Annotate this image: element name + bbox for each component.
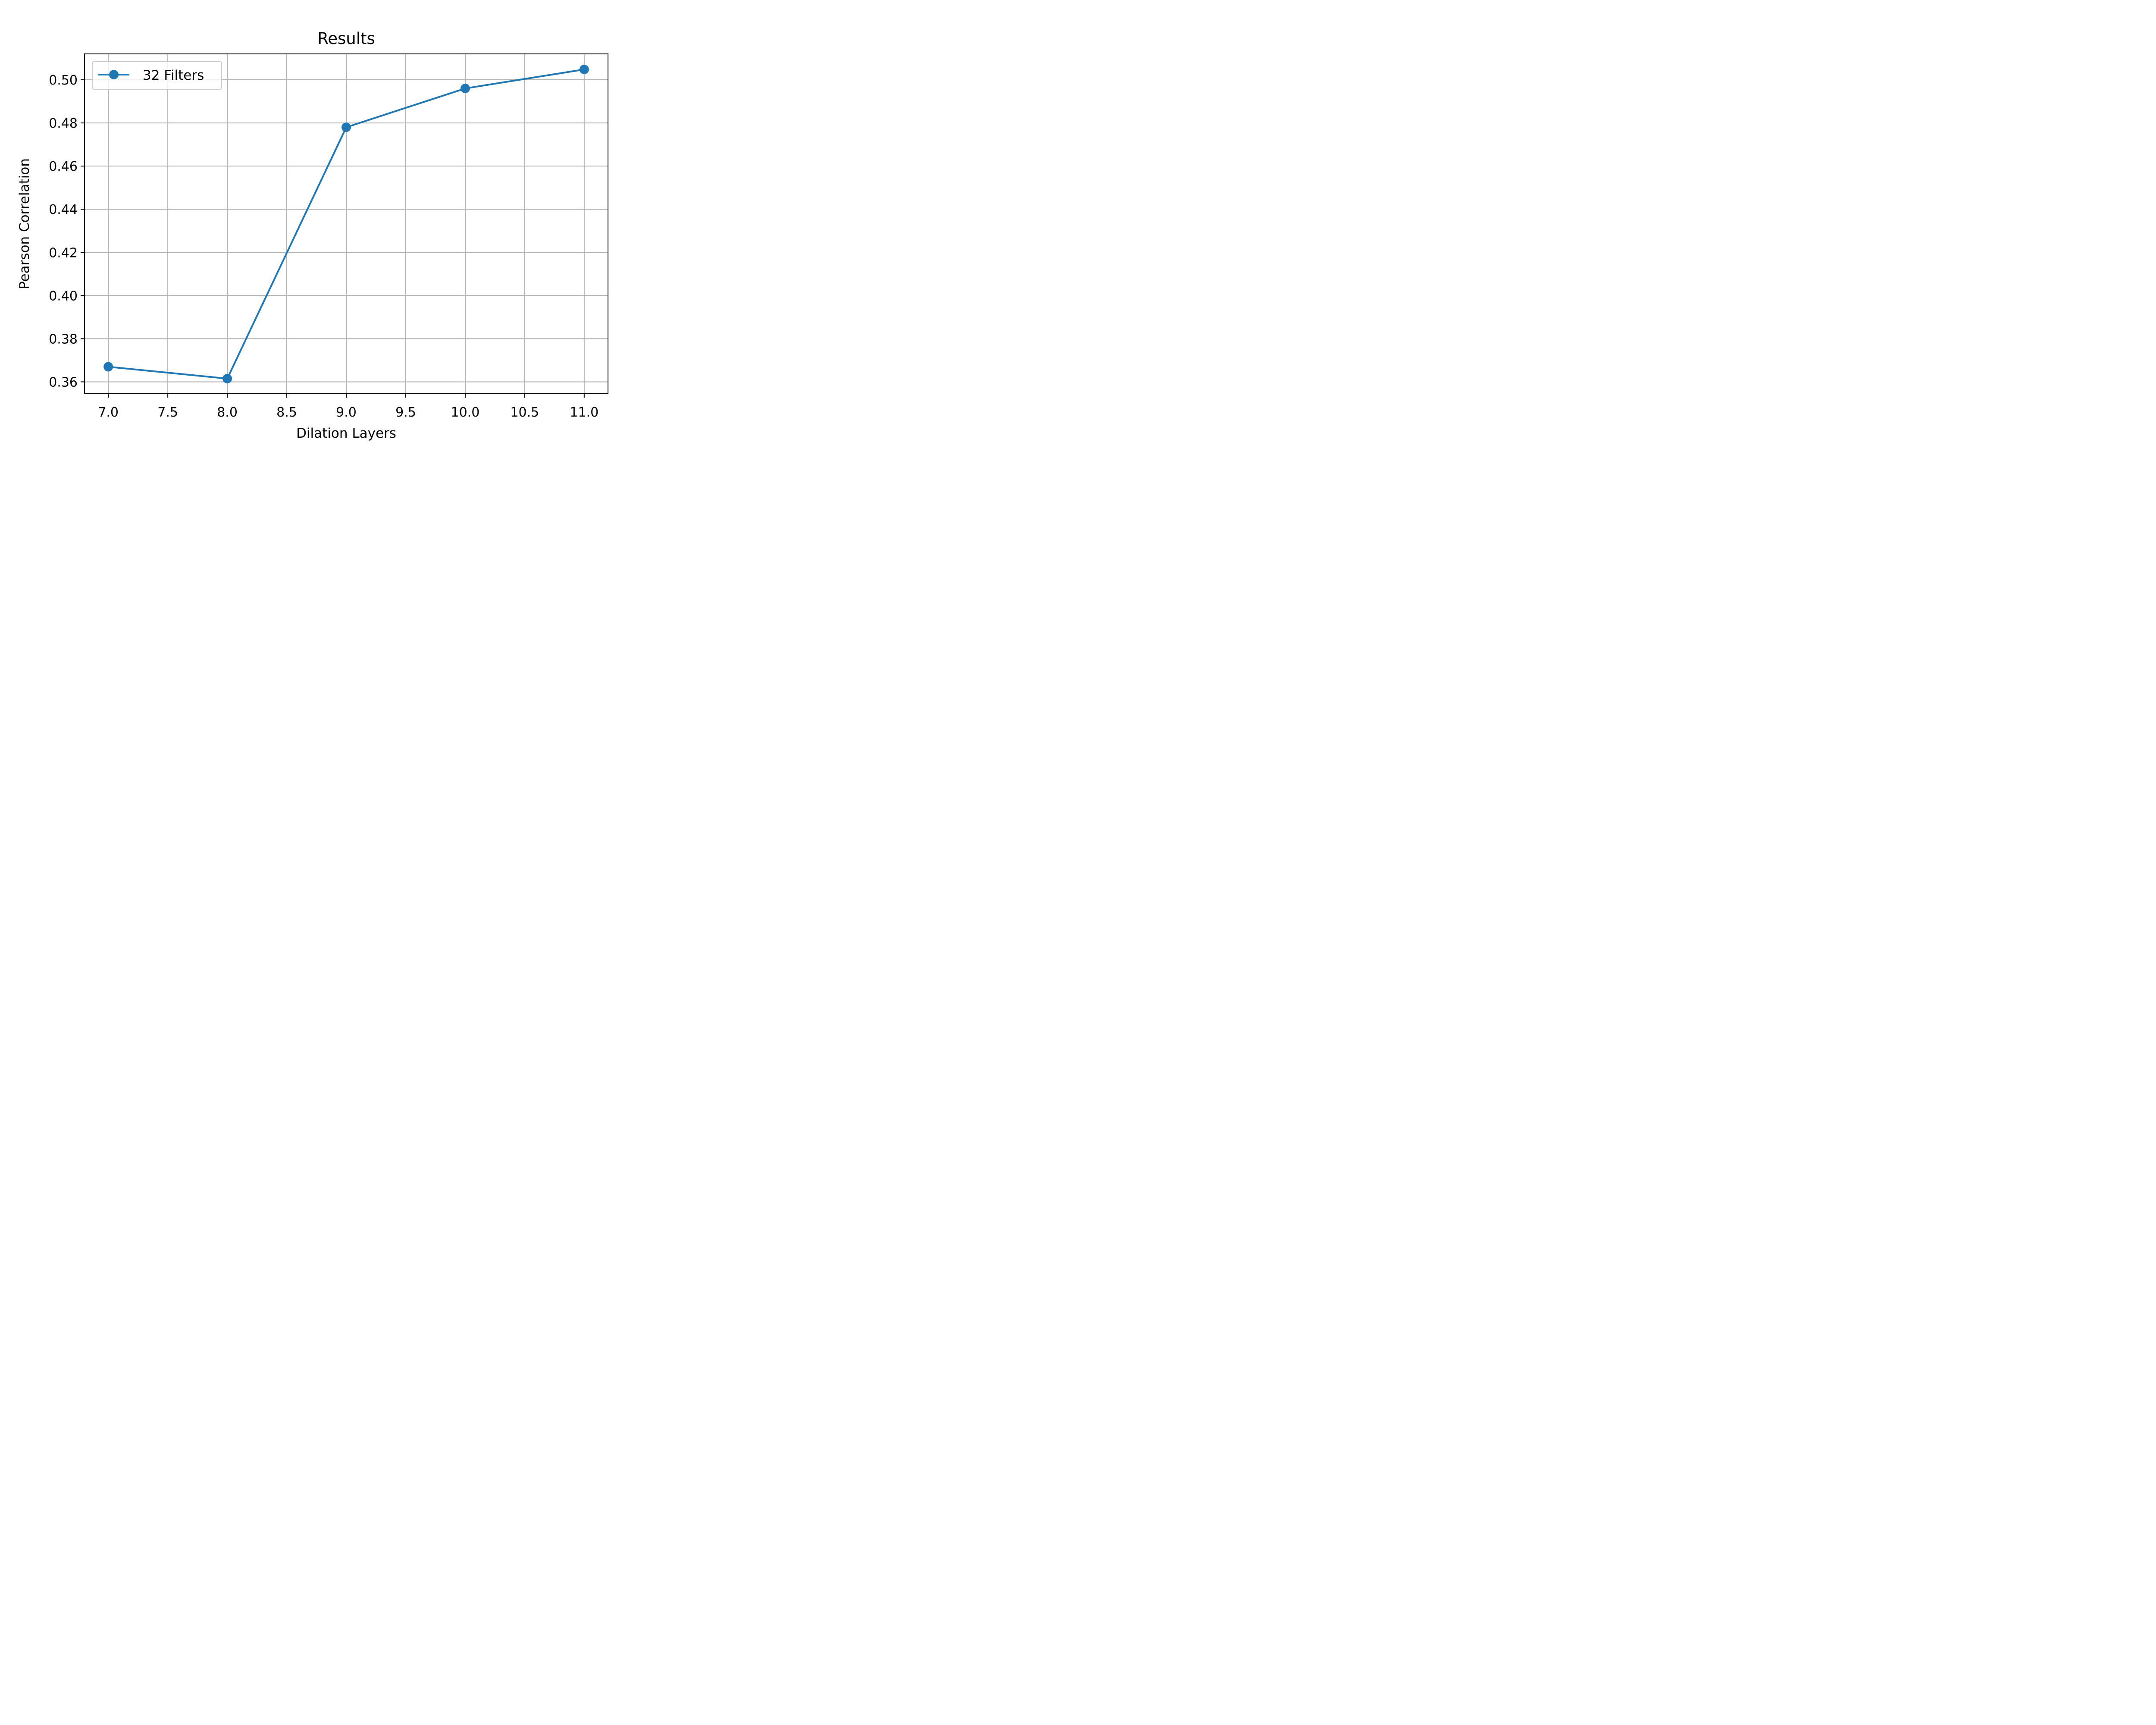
y-tick-label: 0.42 <box>49 245 78 260</box>
y-tick-label: 0.50 <box>49 73 78 88</box>
data-point <box>222 373 232 383</box>
x-tick-label: 11.0 <box>570 405 599 420</box>
x-axis-ticks: 7.0 7.5 8.0 8.5 9.0 9.5 10.0 10.5 11.0 <box>98 394 599 420</box>
y-tick-label: 0.48 <box>49 116 78 131</box>
x-tick-label: 7.0 <box>98 405 119 420</box>
legend-marker <box>109 70 119 79</box>
x-tick-label: 9.5 <box>395 405 416 420</box>
legend-box <box>92 61 222 90</box>
x-tick-label: 10.0 <box>451 405 480 420</box>
data-point <box>460 84 470 94</box>
legend-label: 32 Filters <box>143 68 204 83</box>
x-tick-label: 9.0 <box>336 405 357 420</box>
x-tick-label: 8.0 <box>217 405 238 420</box>
y-axis-ticks: 0.36 0.38 0.40 0.42 0.44 0.46 0.48 0.50 <box>49 73 85 390</box>
chart: 7.0 7.5 8.0 8.5 9.0 9.5 10.0 10.5 11.0 0.36 0.38 0… <box>0 0 666 451</box>
legend: 32 Filters <box>92 61 222 90</box>
x-tick-label: 10.5 <box>510 405 539 420</box>
grid <box>85 54 608 394</box>
x-axis-label: Dilation Layers <box>296 426 396 441</box>
x-tick-label: 8.5 <box>276 405 297 420</box>
data-point <box>579 65 589 75</box>
x-tick-label: 7.5 <box>157 405 178 420</box>
chart-title: Results <box>317 29 375 48</box>
chart-svg: 7.0 7.5 8.0 8.5 9.0 9.5 10.0 10.5 11.0 0.360.380… <box>0 0 666 451</box>
y-tick-label: 0.44 <box>49 202 78 217</box>
series-layer <box>103 65 589 383</box>
y-tick-label: 0.40 <box>49 289 78 304</box>
y-tick-label: 0.38 <box>49 332 78 347</box>
data-point <box>103 362 113 372</box>
y-axis-label: Pearson Correlation <box>17 158 32 289</box>
data-point <box>342 122 351 132</box>
y-tick-label: 0.36 <box>49 375 78 390</box>
y-tick-label: 0.46 <box>49 159 78 174</box>
